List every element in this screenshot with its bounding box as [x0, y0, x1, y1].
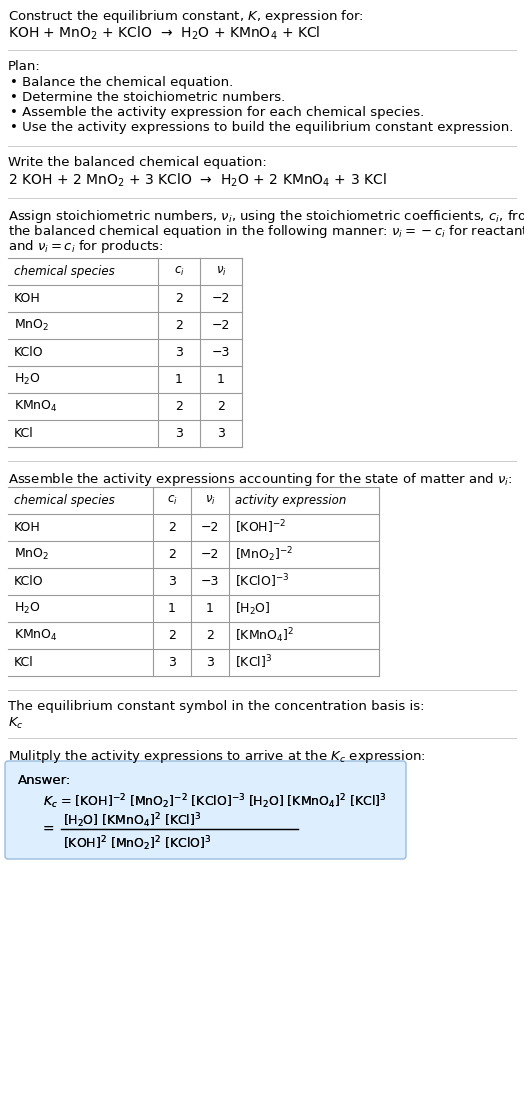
Text: 2: 2: [168, 548, 176, 561]
Text: 3: 3: [168, 575, 176, 588]
Text: KOH: KOH: [14, 292, 41, 305]
Text: H$_2$O: H$_2$O: [14, 372, 40, 387]
Text: 2: 2: [217, 400, 225, 412]
Text: [KMnO$_4$]$^2$: [KMnO$_4$]$^2$: [235, 626, 294, 645]
Text: [KCl]$^3$: [KCl]$^3$: [235, 654, 272, 671]
Text: 2: 2: [168, 629, 176, 642]
Text: [H$_2$O]: [H$_2$O]: [235, 600, 270, 617]
Text: Answer:: Answer:: [18, 774, 71, 787]
Text: 1: 1: [206, 602, 214, 615]
Text: KOH: KOH: [14, 521, 41, 534]
Text: 1: 1: [168, 602, 176, 615]
Text: 2: 2: [206, 629, 214, 642]
Text: 2 KOH + 2 MnO$_2$ + 3 KClO  →  H$_2$O + 2 KMnO$_4$ + 3 KCl: 2 KOH + 2 MnO$_2$ + 3 KClO → H$_2$O + 2 …: [8, 172, 387, 190]
Text: 1: 1: [217, 373, 225, 386]
Text: KMnO$_4$: KMnO$_4$: [14, 627, 58, 643]
Text: 2: 2: [175, 319, 183, 332]
Text: the balanced chemical equation in the following manner: $\nu_i = -c_i$ for react: the balanced chemical equation in the fo…: [8, 223, 524, 240]
Text: chemical species: chemical species: [14, 494, 115, 507]
Text: Write the balanced chemical equation:: Write the balanced chemical equation:: [8, 156, 267, 169]
Text: $c_i$: $c_i$: [173, 265, 184, 278]
Text: $K_c$: $K_c$: [8, 716, 24, 731]
Text: Plan:: Plan:: [8, 60, 41, 73]
Text: The equilibrium constant symbol in the concentration basis is:: The equilibrium constant symbol in the c…: [8, 700, 424, 713]
Text: [KClO]$^{-3}$: [KClO]$^{-3}$: [235, 573, 289, 590]
Text: KMnO$_4$: KMnO$_4$: [14, 399, 58, 414]
Text: Mulitply the activity expressions to arrive at the $K_c$ expression:: Mulitply the activity expressions to arr…: [8, 748, 426, 765]
Text: [MnO$_2$]$^{-2}$: [MnO$_2$]$^{-2}$: [235, 545, 293, 564]
Text: 3: 3: [168, 656, 176, 669]
Text: 1: 1: [175, 373, 183, 386]
Text: 2: 2: [175, 292, 183, 305]
FancyBboxPatch shape: [5, 761, 406, 859]
Text: [KOH]$^2$ [MnO$_2$]$^2$ [KClO]$^3$: [KOH]$^2$ [MnO$_2$]$^2$ [KClO]$^3$: [63, 834, 212, 852]
Text: $c_i$: $c_i$: [167, 494, 177, 507]
Text: Answer:: Answer:: [18, 774, 71, 787]
Text: MnO$_2$: MnO$_2$: [14, 547, 49, 562]
Text: 3: 3: [175, 427, 183, 440]
Text: 2: 2: [168, 521, 176, 534]
Text: • Assemble the activity expression for each chemical species.: • Assemble the activity expression for e…: [10, 106, 424, 118]
Text: KCl: KCl: [14, 656, 34, 669]
Text: 3: 3: [217, 427, 225, 440]
Text: MnO$_2$: MnO$_2$: [14, 318, 49, 333]
Text: Assign stoichiometric numbers, $\nu_i$, using the stoichiometric coefficients, $: Assign stoichiometric numbers, $\nu_i$, …: [8, 208, 524, 225]
Text: =: =: [43, 823, 54, 837]
Text: Construct the equilibrium constant, $K$, expression for:: Construct the equilibrium constant, $K$,…: [8, 8, 364, 25]
Text: [H$_2$O] [KMnO$_4$]$^2$ [KCl]$^3$: [H$_2$O] [KMnO$_4$]$^2$ [KCl]$^3$: [63, 811, 201, 829]
Text: $\nu_i$: $\nu_i$: [215, 265, 226, 278]
Text: H$_2$O: H$_2$O: [14, 601, 40, 617]
Text: $K_c$ = [KOH]$^{-2}$ [MnO$_2$]$^{-2}$ [KClO]$^{-3}$ [H$_2$O] [KMnO$_4$]$^2$ [KCl: $K_c$ = [KOH]$^{-2}$ [MnO$_2$]$^{-2}$ [K…: [43, 792, 387, 811]
Text: −2: −2: [201, 548, 219, 561]
Text: and $\nu_i = c_i$ for products:: and $\nu_i = c_i$ for products:: [8, 238, 163, 255]
Text: KOH + MnO$_2$ + KClO  →  H$_2$O + KMnO$_4$ + KCl: KOH + MnO$_2$ + KClO → H$_2$O + KMnO$_4$…: [8, 25, 320, 43]
Text: −3: −3: [201, 575, 219, 588]
Text: [KOH]$^{-2}$: [KOH]$^{-2}$: [235, 519, 286, 536]
Text: Assemble the activity expressions accounting for the state of matter and $\nu_i$: Assemble the activity expressions accoun…: [8, 471, 512, 488]
Text: =: =: [43, 823, 54, 837]
Text: • Use the activity expressions to build the equilibrium constant expression.: • Use the activity expressions to build …: [10, 121, 514, 134]
Text: KClO: KClO: [14, 346, 43, 359]
Text: $\nu_i$: $\nu_i$: [204, 494, 215, 507]
Text: [H$_2$O] [KMnO$_4$]$^2$ [KCl]$^3$: [H$_2$O] [KMnO$_4$]$^2$ [KCl]$^3$: [63, 811, 201, 829]
Text: −2: −2: [212, 319, 230, 332]
Text: • Determine the stoichiometric numbers.: • Determine the stoichiometric numbers.: [10, 91, 285, 104]
Text: −3: −3: [212, 346, 230, 359]
Text: 2: 2: [175, 400, 183, 412]
Text: 3: 3: [206, 656, 214, 669]
Text: [KOH]$^2$ [MnO$_2$]$^2$ [KClO]$^3$: [KOH]$^2$ [MnO$_2$]$^2$ [KClO]$^3$: [63, 834, 212, 852]
Text: • Balance the chemical equation.: • Balance the chemical equation.: [10, 76, 233, 89]
Text: 3: 3: [175, 346, 183, 359]
Text: chemical species: chemical species: [14, 265, 115, 278]
Text: activity expression: activity expression: [235, 494, 346, 507]
Text: KCl: KCl: [14, 427, 34, 440]
Text: $K_c$ = [KOH]$^{-2}$ [MnO$_2$]$^{-2}$ [KClO]$^{-3}$ [H$_2$O] [KMnO$_4$]$^2$ [KCl: $K_c$ = [KOH]$^{-2}$ [MnO$_2$]$^{-2}$ [K…: [43, 792, 387, 811]
Text: −2: −2: [201, 521, 219, 534]
Text: −2: −2: [212, 292, 230, 305]
Text: KClO: KClO: [14, 575, 43, 588]
